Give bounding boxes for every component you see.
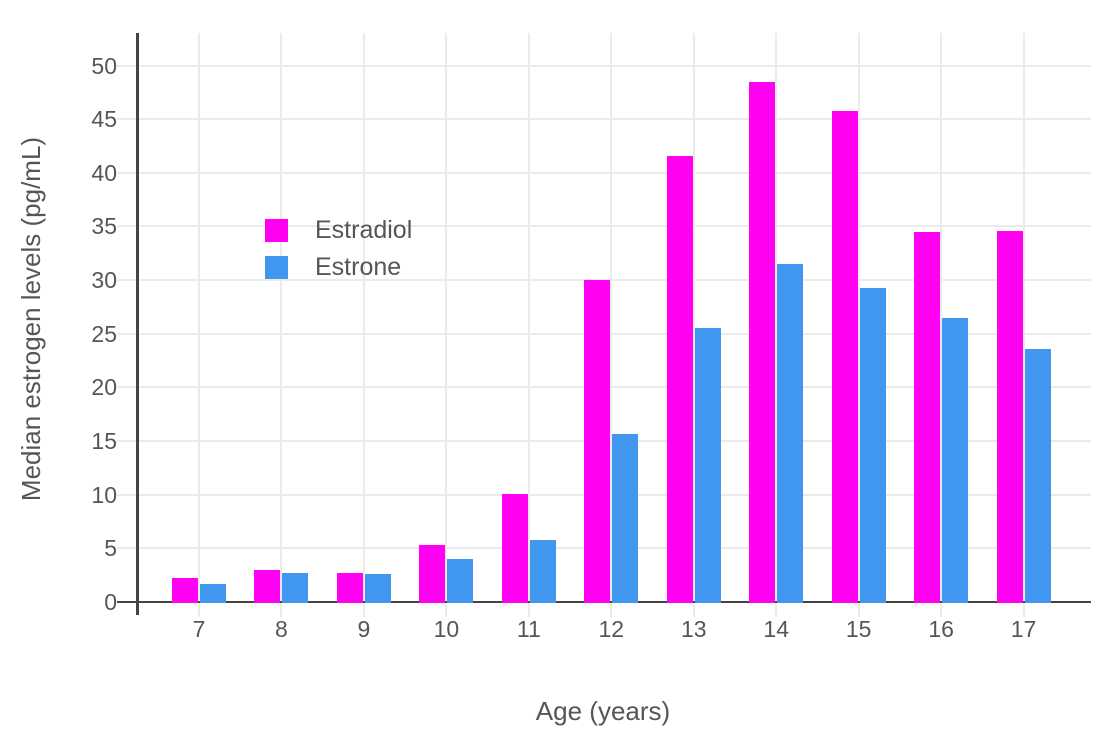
bar-estradiol-age-13[interactable] (666, 156, 693, 603)
bar-estradiol-age-14[interactable] (749, 82, 776, 603)
estradiol-swatch-icon (265, 218, 288, 242)
x-tick-label-15: 15 (845, 616, 872, 642)
bar-estrone-age-8[interactable] (282, 573, 309, 603)
y-tick-20 (117, 386, 136, 389)
bar-estrone-age-11[interactable] (529, 540, 556, 603)
bar-estradiol-age-10[interactable] (419, 545, 446, 603)
x-tick-label-13: 13 (680, 616, 707, 642)
x-tick-label-17: 17 (1010, 616, 1037, 642)
x-gridline-16 (940, 33, 943, 602)
x-tick-12 (610, 603, 613, 617)
bar-estradiol-age-12[interactable] (584, 280, 611, 603)
bar-estrone-age-14[interactable] (777, 264, 804, 603)
y-tick-label-40: 40 (91, 159, 117, 186)
x-tick-label-12: 12 (598, 616, 625, 642)
legend-label-estrone: Estrone (315, 253, 402, 281)
y-gridline-30 (138, 279, 1091, 282)
bar-estradiol-age-8[interactable] (254, 570, 281, 603)
x-gridline-9 (362, 33, 365, 602)
y-tick-label-0: 0 (104, 589, 117, 615)
y-zero-tick (117, 600, 136, 603)
x-tick-label-11: 11 (516, 616, 541, 642)
bar-estrone-age-10[interactable] (447, 559, 474, 603)
x-tick-15 (857, 603, 860, 617)
bar-estradiol-age-7[interactable] (172, 578, 198, 603)
y-tick-label-35: 35 (91, 213, 117, 240)
x-gridline-7 (198, 33, 200, 602)
x-gridline-8 (280, 33, 283, 602)
x-tick-9 (362, 603, 365, 617)
y-gridline-25 (138, 332, 1091, 335)
bar-estrone-age-17[interactable] (1024, 349, 1051, 603)
y-tick-10 (117, 493, 136, 496)
x-tick-label-7: 7 (192, 616, 206, 642)
y-tick-label-25: 25 (91, 320, 117, 347)
y-tick-30 (117, 279, 136, 282)
x-tick-14 (775, 603, 778, 617)
x-tick-label-9: 9 (357, 616, 371, 642)
plot-area: 0 5 10 15 20 25 30 35 40 45 50 7 8 9 10 11 12 13 14 15 16 17 (91, 33, 1091, 642)
bar-estradiol-age-9[interactable] (336, 573, 363, 603)
x-tick-7 (198, 603, 200, 617)
bar-estrone-age-13[interactable] (694, 328, 721, 603)
x-gridline-13 (692, 33, 695, 602)
x-tick-16 (940, 603, 943, 617)
bar-estradiol-age-11[interactable] (501, 494, 528, 603)
y-tick-25 (117, 332, 136, 335)
x-tick-11 (527, 603, 530, 617)
bar-estrone-age-7[interactable] (200, 584, 226, 603)
x-tick-10 (445, 603, 448, 617)
x-tick-13 (692, 603, 695, 617)
y-axis-title: Median estrogen levels (pg/mL) (16, 136, 46, 502)
y-tick-40 (117, 171, 136, 174)
y-tick-50 (117, 64, 136, 67)
x-tick-8 (280, 603, 283, 617)
y-tick-5 (117, 547, 136, 550)
x-gridline-14 (775, 33, 778, 602)
y-tick-label-5: 5 (104, 535, 117, 562)
x-tick-label-8: 8 (275, 616, 288, 642)
y-tick-label-50: 50 (91, 52, 117, 79)
y-gridline-35 (138, 225, 1091, 228)
y-tick-label-45: 45 (91, 106, 117, 133)
legend-item-estradiol[interactable]: Estradiol (265, 217, 412, 243)
bar-estradiol-age-16[interactable] (914, 232, 941, 603)
bar-estradiol-age-15[interactable] (831, 111, 858, 603)
y-gridline-45 (138, 118, 1091, 121)
y-tick-label-30: 30 (91, 267, 117, 294)
x-gridline-15 (857, 33, 860, 602)
x-gridline-11 (527, 33, 530, 602)
x-tick-label-16: 16 (928, 616, 954, 642)
estrone-swatch-icon (265, 255, 288, 279)
y-tick-45 (117, 118, 136, 121)
legend: Estradiol Estrone (265, 217, 412, 280)
bar-estrone-age-12[interactable] (612, 434, 639, 603)
y-tick-15 (117, 440, 136, 443)
legend-item-estrone[interactable]: Estrone (265, 254, 412, 280)
y-gridline-50 (138, 64, 1091, 67)
y-axis-line (136, 33, 139, 615)
bar-estradiol-age-17[interactable] (996, 231, 1023, 603)
x-tick-label-14: 14 (763, 616, 790, 642)
x-gridline-17 (1022, 33, 1025, 602)
y-gridline-40 (138, 171, 1091, 174)
x-tick-label-10: 10 (433, 616, 460, 642)
y-gridline-20 (138, 386, 1091, 389)
y-tick-label-20: 20 (91, 374, 117, 401)
y-tick-label-10: 10 (91, 481, 117, 508)
y-tick-35 (117, 225, 136, 228)
y-tick-label-15: 15 (91, 428, 117, 455)
legend-label-estradiol: Estradiol (315, 216, 413, 244)
x-tick-17 (1022, 603, 1025, 617)
x-gridline-10 (445, 33, 448, 602)
bar-estrone-age-15[interactable] (859, 288, 886, 603)
bar-estrone-age-9[interactable] (364, 574, 391, 603)
x-axis-title: Age (years) (535, 696, 671, 726)
x-gridline-12 (610, 33, 613, 602)
bar-estrone-age-16[interactable] (942, 318, 969, 603)
